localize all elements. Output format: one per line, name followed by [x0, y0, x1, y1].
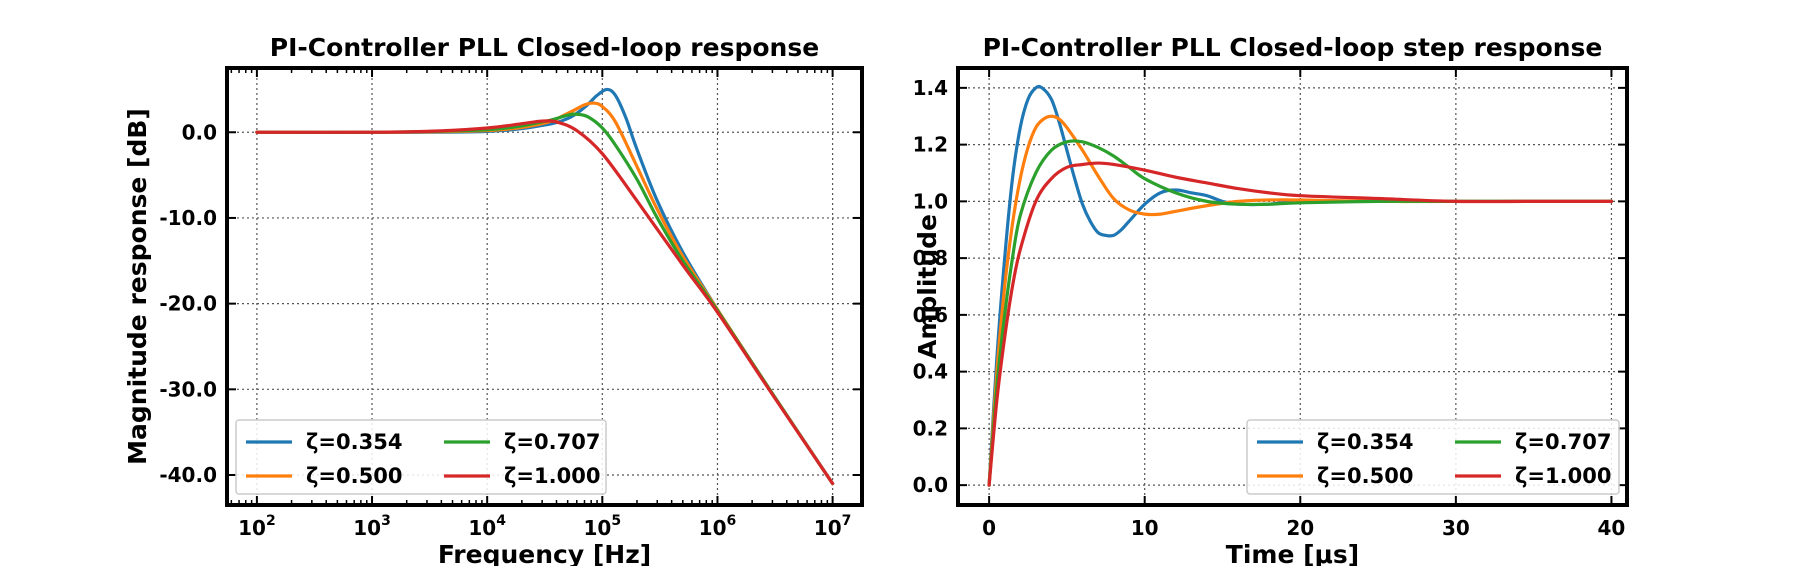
legend-label: ζ=1.000 [504, 464, 600, 488]
y-tick-label: 0.8 [913, 246, 948, 270]
series-group [255, 87, 835, 486]
legend-label: ζ=1.000 [1515, 464, 1611, 488]
y-tick-label: 0.0 [182, 120, 217, 144]
x-tick-label: 104 [468, 513, 506, 540]
y-tick-label: 1.2 [913, 133, 948, 157]
y-axis-label: Amplitude [913, 214, 942, 359]
legend: ζ=0.354 ζ=0.500 ζ=0.707 ζ=1.000 [1246, 419, 1620, 495]
x-tick-label: 10 [1131, 516, 1159, 540]
legend-label: ζ=0.500 [1317, 464, 1413, 488]
plot-frame [225, 66, 864, 507]
y-tick-label: -30.0 [159, 377, 217, 401]
x-tick-base: 10 [468, 516, 496, 540]
series-line-z1000 [987, 161, 1614, 487]
x-tick-base: 10 [814, 516, 842, 540]
x-tick-exponent: 7 [842, 513, 852, 529]
x-tick-label: 107 [814, 513, 852, 540]
plot-frame [956, 66, 1629, 507]
x-axis-label: Frequency [Hz] [438, 540, 651, 566]
x-tick-label: 102 [238, 513, 276, 540]
frequency-response-chart: 102 103 104 105 106 1070.0-10.0-20.0-30.0-40.… [123, 33, 864, 566]
legend-box [235, 419, 607, 495]
x-tick-base: 10 [584, 516, 612, 540]
chart-title: PI-Controller PLL Closed-loop response [270, 33, 819, 62]
series-line-z0707 [987, 139, 1614, 487]
x-tick-label: 30 [1442, 516, 1470, 540]
y-tick-label: 0.0 [913, 473, 948, 497]
legend-label: ζ=0.500 [306, 464, 402, 488]
x-tick-exponent: 2 [266, 513, 276, 529]
x-tick-label: 20 [1286, 516, 1314, 540]
x-tick-exponent: 4 [496, 513, 506, 529]
legend: ζ=0.354 ζ=0.500 ζ=0.707 ζ=1.000 [235, 419, 607, 495]
legend-label: ζ=0.354 [1317, 430, 1413, 454]
y-tick-label: -40.0 [159, 463, 217, 487]
y-tick-label: 0.4 [913, 360, 948, 384]
chart-title: PI-Controller PLL Closed-loop step respo… [983, 33, 1603, 62]
y-tick-label: -10.0 [159, 206, 217, 230]
y-axis-label: Magnitude response [dB] [123, 108, 152, 465]
x-tick-exponent: 6 [727, 513, 737, 529]
y-tick-label: 1.4 [913, 76, 948, 100]
x-tick-label: 0 [982, 516, 996, 540]
y-tick-label: 0.2 [913, 416, 948, 440]
x-tick-base: 10 [238, 516, 266, 540]
x-tick-exponent: 5 [611, 513, 621, 529]
series-group [987, 84, 1614, 487]
legend-box [1246, 419, 1620, 495]
step-response-chart: 0 10 20 30 40 0.0 0.2 0.4 0.6 0.8 1.0 1.2 1.4 PI-Cont… [913, 33, 1629, 566]
x-tick-label: 105 [584, 513, 622, 540]
legend-label: ζ=0.707 [1515, 430, 1611, 454]
series-line-z0500 [987, 114, 1614, 487]
y-tick-label: -20.0 [159, 292, 217, 316]
x-tick-label: 103 [353, 513, 391, 540]
y-tick-label: 1.0 [913, 189, 948, 213]
series-line-z1000 [255, 119, 835, 486]
x-tick-base: 10 [353, 516, 381, 540]
legend-label: ζ=0.354 [306, 430, 402, 454]
legend-label: ζ=0.707 [504, 430, 600, 454]
x-tick-base: 10 [699, 516, 727, 540]
x-axis-label: Time [μs] [1226, 540, 1359, 566]
x-tick-label: 40 [1598, 516, 1626, 540]
x-tick-label: 106 [699, 513, 737, 540]
x-tick-exponent: 3 [381, 513, 391, 529]
y-tick-label: 0.6 [913, 303, 948, 327]
